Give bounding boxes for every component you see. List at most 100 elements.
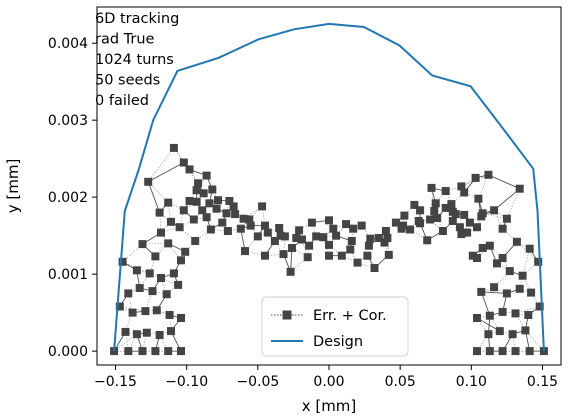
- scatter-point: [525, 347, 534, 356]
- scatter-point: [303, 253, 312, 262]
- tracking-link: [189, 190, 197, 202]
- scatter-point: [167, 217, 175, 226]
- scatter-point: [212, 204, 221, 213]
- tracking-link: [147, 147, 175, 182]
- annotation-line: 6D tracking: [95, 11, 179, 27]
- scatter-point: [455, 223, 464, 232]
- scatter-point: [474, 194, 483, 203]
- scatter-point: [473, 347, 481, 356]
- scatter-point: [363, 251, 372, 260]
- scatter-point: [471, 173, 480, 182]
- scatter-point: [202, 213, 211, 222]
- tracking-link: [147, 181, 161, 213]
- scatter-point: [199, 189, 208, 198]
- tracking-link: [461, 222, 471, 235]
- scatter-point: [261, 251, 269, 260]
- scatter-point: [485, 347, 494, 356]
- scatter-point: [337, 251, 346, 260]
- scatter-point: [151, 252, 160, 261]
- legend-scatter-label: Err. + Cor.: [313, 308, 387, 324]
- scatter-point: [169, 143, 178, 152]
- scatter-point: [342, 220, 351, 229]
- tracking-link: [461, 174, 489, 187]
- x-axis-label: x [mm]: [302, 397, 357, 415]
- y-tick-label: 0.000: [48, 344, 88, 360]
- scatter-point: [423, 236, 432, 245]
- scatter-point: [527, 288, 536, 297]
- tracking-link: [482, 213, 507, 220]
- scatter-point: [258, 202, 267, 211]
- tracking-link: [384, 242, 390, 256]
- scatter-point: [525, 244, 534, 253]
- scatter-point: [431, 199, 440, 208]
- scatter-point: [524, 311, 533, 319]
- scatter-point: [448, 217, 457, 225]
- scatter-point: [132, 330, 141, 339]
- scatter-point: [205, 199, 214, 208]
- scatter-point: [162, 290, 171, 299]
- scatter-point: [512, 237, 521, 246]
- scatter-point: [518, 271, 527, 280]
- tracking-link: [499, 330, 513, 335]
- legend-scatter-marker: [282, 310, 292, 320]
- scatter-point: [246, 221, 255, 230]
- scatter-point: [406, 225, 415, 234]
- annotation-line: 50 seeds: [95, 73, 160, 89]
- annotation-line: rad True: [95, 32, 155, 48]
- scatter-point: [397, 224, 406, 233]
- x-tick-label: 0.15: [527, 374, 558, 390]
- tracking-link: [515, 306, 540, 314]
- scatter-point: [380, 238, 389, 247]
- scatter-point: [357, 221, 366, 230]
- x-tick-label: −0.15: [94, 374, 137, 390]
- tracking-link: [469, 216, 482, 223]
- scatter-point: [498, 254, 507, 262]
- scatter-point: [416, 206, 425, 215]
- scatter-point: [468, 251, 477, 260]
- tracking-link: [519, 275, 523, 289]
- scatter-point: [490, 283, 499, 292]
- scatter-point: [198, 206, 207, 215]
- scatter-point: [485, 241, 494, 250]
- scatter-point: [276, 231, 285, 240]
- scatter-point: [535, 302, 544, 311]
- scatter-point: [141, 307, 150, 316]
- scatter-point: [473, 223, 481, 232]
- scatter-point: [280, 232, 289, 241]
- scatter-point: [370, 264, 379, 272]
- x-tick-label: −0.10: [165, 374, 208, 390]
- scatter-point: [511, 347, 520, 356]
- scatter-point: [416, 219, 425, 228]
- scatter-point: [185, 197, 194, 205]
- scatter-point: [433, 214, 442, 222]
- scatter-point: [118, 257, 127, 266]
- scatter-point: [534, 257, 543, 266]
- scatter-point: [426, 215, 435, 224]
- scatter-point: [225, 197, 234, 205]
- scatter-point: [208, 185, 217, 194]
- x-tick-label: 0.05: [385, 374, 416, 390]
- tracking-link: [193, 216, 207, 220]
- scatter-point: [391, 218, 400, 227]
- scatter-point: [490, 206, 499, 215]
- scatter-point: [505, 267, 514, 276]
- tracking-link: [122, 261, 150, 274]
- scatter-point: [279, 250, 288, 259]
- scatter-point: [121, 327, 130, 336]
- scatter-point: [286, 267, 295, 276]
- scatter-point: [214, 196, 222, 205]
- scatter-point: [270, 237, 279, 245]
- scatter-point: [484, 170, 493, 179]
- scatter-point: [463, 228, 472, 237]
- scatter-point: [465, 218, 474, 227]
- y-tick-label: 0.001: [48, 267, 88, 283]
- scatter-point: [477, 287, 486, 296]
- scatter-point: [366, 234, 375, 243]
- annotation-box: 6D tracking rad True 1024 turns 50 seeds 0 f…: [95, 11, 179, 109]
- scatter-point: [164, 198, 173, 207]
- scatter-point: [511, 309, 520, 318]
- tracking-link: [481, 286, 495, 293]
- scatter-point: [142, 328, 151, 337]
- tracking-link: [476, 315, 490, 319]
